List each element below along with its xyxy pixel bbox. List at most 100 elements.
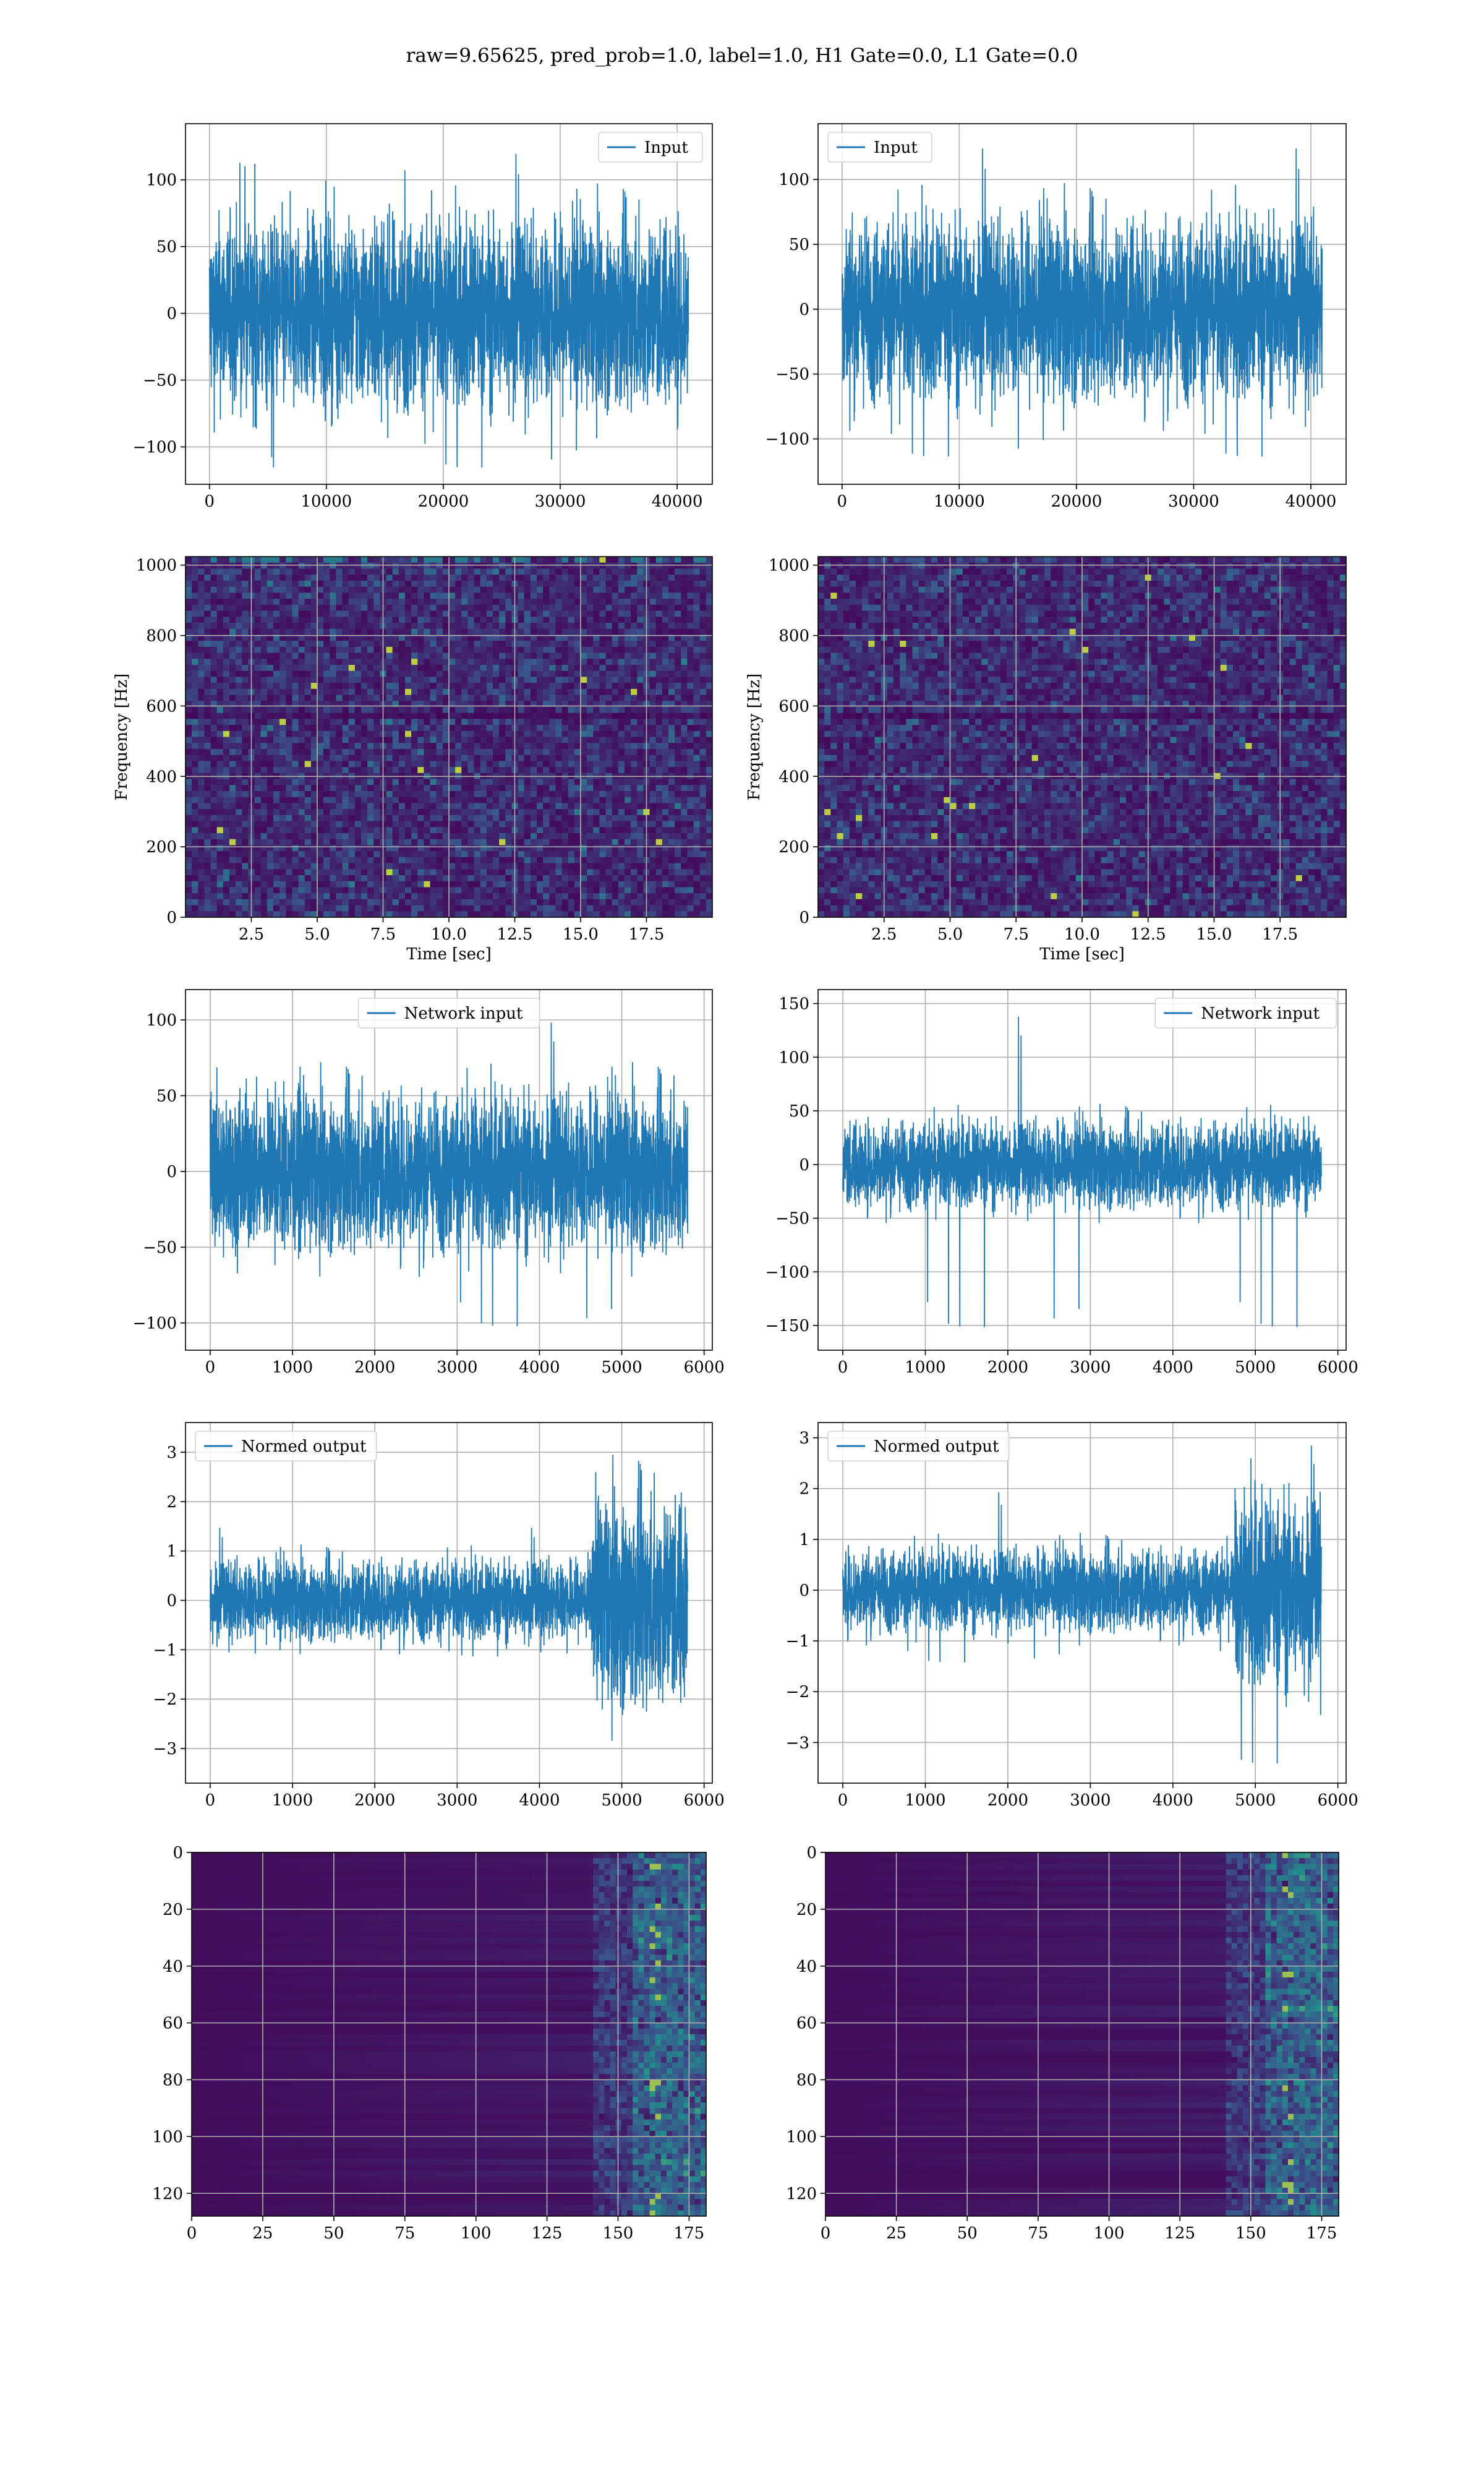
- heatmap-cell: [668, 743, 675, 750]
- heatmap-cell: [574, 604, 581, 611]
- heatmap-cell: [192, 743, 198, 750]
- heatmap-cell: [286, 827, 292, 834]
- heatmap-cell: [367, 677, 374, 683]
- heatmap-cell: [405, 617, 412, 623]
- heatmap-cell: [348, 701, 356, 708]
- heatmap-cell: [273, 635, 280, 641]
- heatmap-cell: [216, 899, 224, 906]
- heatmap-cell: [706, 683, 712, 690]
- heatmap-cell: [361, 646, 368, 654]
- heatmap-cell: [242, 809, 249, 816]
- heatmap-cell: [605, 586, 613, 593]
- heatmap-cell: [198, 557, 205, 563]
- heatmap-cell: [392, 683, 399, 690]
- heatmap-cell: [286, 893, 292, 900]
- heatmap-cell: [681, 706, 688, 714]
- heatmap-cell: [537, 580, 544, 588]
- heatmap-cell: [430, 803, 437, 810]
- heatmap-cell: [605, 677, 613, 683]
- heatmap-cell: [424, 635, 431, 641]
- heatmap-cell: [561, 815, 569, 822]
- heatmap-cell: [518, 695, 525, 701]
- heatmap-cell: [518, 839, 525, 845]
- heatmap-cell: [330, 713, 336, 719]
- heatmap-cell: [330, 701, 336, 708]
- heatmap-cell: [204, 785, 211, 792]
- heatmap-cell: [693, 568, 701, 575]
- heatmap-cell: [373, 688, 380, 696]
- heatmap-cell: [286, 562, 292, 569]
- heatmap-cell: [392, 670, 399, 677]
- heatmap-cell: [655, 797, 663, 803]
- heatmap-cell: [192, 586, 198, 593]
- heatmap-cell: [204, 833, 211, 840]
- heatmap-cell: [210, 610, 218, 617]
- heatmap-cell: [631, 557, 638, 563]
- heatmap-cell: [236, 779, 242, 785]
- heatmap-cell: [336, 851, 343, 858]
- heatmap-cell: [612, 893, 619, 900]
- heatmap-cell: [543, 730, 550, 738]
- heatmap-cell: [236, 719, 242, 726]
- heatmap-cell: [499, 653, 506, 659]
- heatmap-cell: [348, 706, 356, 714]
- heatmap-cell: [455, 893, 462, 900]
- heatmap-cell: [518, 791, 525, 798]
- heatmap-cell: [342, 767, 349, 774]
- y-tick-label: 50: [789, 236, 809, 254]
- heatmap-cell: [618, 646, 625, 654]
- heatmap-cell: [655, 779, 663, 785]
- heatmap-cell: [323, 869, 330, 876]
- y-tick-label: 0: [166, 305, 177, 323]
- heatmap-cell: [198, 869, 205, 876]
- heatmap-cell: [204, 604, 211, 611]
- heatmap-cell: [499, 737, 506, 743]
- heatmap-cell: [524, 610, 531, 617]
- heatmap-cell: [242, 748, 249, 756]
- heatmap-cell: [342, 881, 349, 888]
- heatmap-cell: [493, 683, 500, 690]
- heatmap-cell: [549, 827, 556, 834]
- heatmap-cell: [330, 827, 336, 834]
- heatmap-cell: [216, 719, 224, 726]
- heatmap-cell: [236, 575, 242, 581]
- heatmap-cell: [267, 695, 274, 701]
- heatmap-cell: [192, 737, 198, 743]
- heatmap-cell: [336, 869, 343, 876]
- heatmap-cell: [493, 821, 500, 828]
- heatmap-cell: [461, 617, 468, 623]
- heatmap-cell: [304, 821, 312, 828]
- heatmap-cell: [693, 881, 701, 888]
- heatmap-cell: [637, 761, 644, 768]
- heatmap-cell: [668, 677, 675, 683]
- heatmap-cell: [668, 791, 675, 798]
- heatmap-cell: [292, 851, 299, 858]
- heatmap-cell: [637, 730, 644, 738]
- heatmap-cell: [662, 701, 669, 708]
- heatmap-cell: [480, 833, 487, 840]
- heatmap-cell: [581, 743, 587, 750]
- heatmap-cell: [442, 586, 450, 593]
- heatmap-cell: [530, 664, 537, 672]
- heatmap-cell: [549, 562, 556, 569]
- heatmap-cell: [267, 604, 274, 611]
- heatmap-cell: [668, 809, 675, 816]
- heatmap-cell: [530, 815, 537, 822]
- heatmap-cell: [216, 730, 224, 738]
- heatmap-cell: [537, 761, 544, 768]
- heatmap-cell: [286, 641, 292, 648]
- heatmap-cell: [260, 599, 268, 606]
- x-tick-label: 0: [204, 492, 215, 511]
- heatmap-cell: [210, 628, 218, 635]
- heatmap-cell: [286, 695, 292, 701]
- heatmap-cell: [637, 706, 644, 714]
- heatmap-cell: [424, 557, 431, 563]
- heatmap-cell: [699, 641, 707, 648]
- heatmap-cell: [530, 803, 537, 810]
- heatmap-cell: [581, 695, 587, 701]
- heatmap-cell: [310, 863, 318, 870]
- heatmap-cell: [561, 779, 569, 785]
- heatmap-cell: [392, 610, 399, 617]
- heatmap-cell: [260, 785, 268, 792]
- heatmap-cell: [367, 670, 374, 677]
